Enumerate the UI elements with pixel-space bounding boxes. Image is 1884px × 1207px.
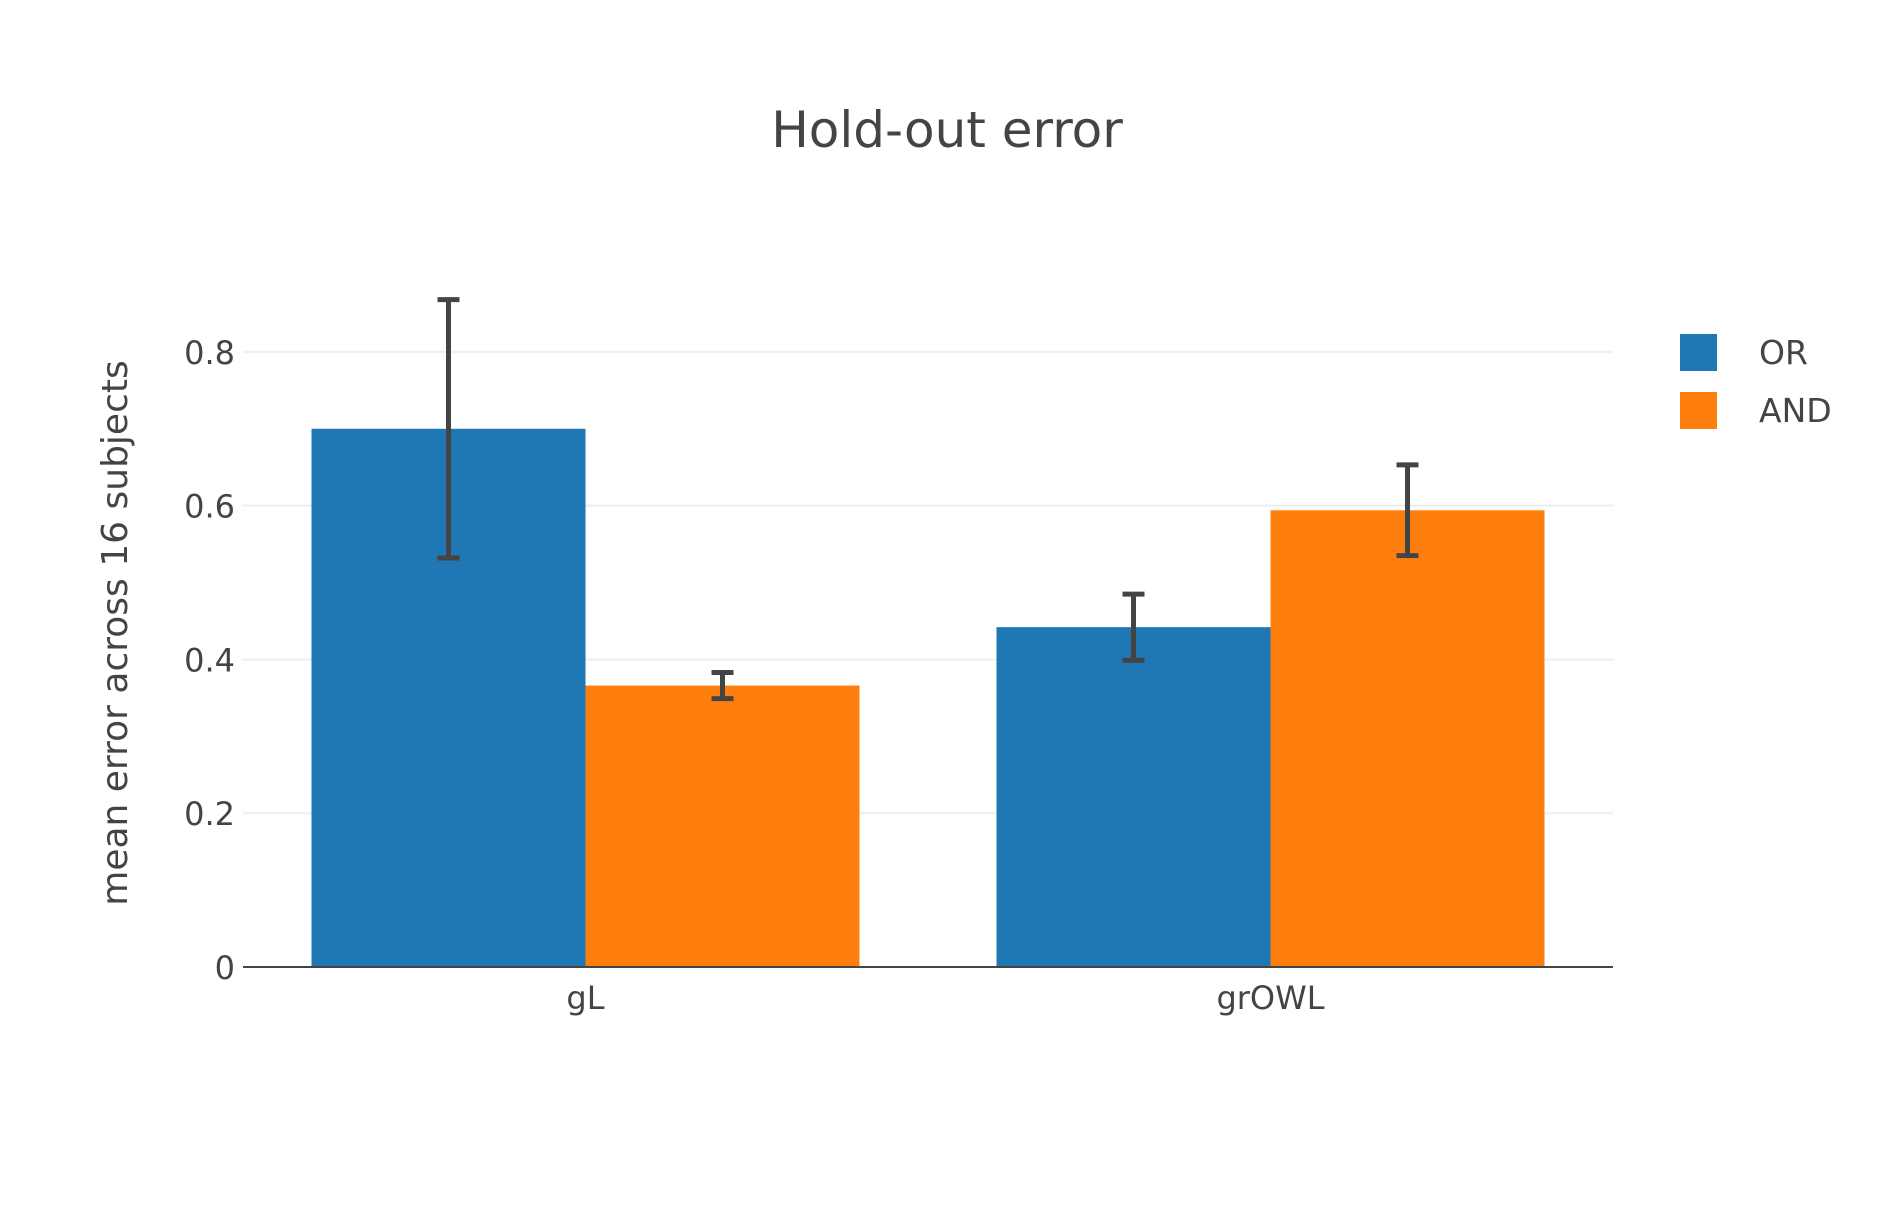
legend-label-or: OR bbox=[1759, 332, 1808, 372]
legend-item-or[interactable]: OR bbox=[1680, 323, 1832, 381]
chart-title: Hold-out error bbox=[771, 101, 1123, 159]
error-bar-and-growl bbox=[1396, 462, 1419, 559]
legend-swatch-or bbox=[1680, 333, 1717, 371]
x-tick-labels: gL grOWL bbox=[566, 979, 1324, 1017]
bar-and-gl[interactable] bbox=[585, 685, 860, 967]
bar-or-growl[interactable] bbox=[996, 627, 1271, 967]
y-tick-label: 0 bbox=[215, 949, 235, 987]
y-tick-label: 0.4 bbox=[184, 641, 235, 679]
error-bars bbox=[437, 297, 1419, 702]
error-bar-and-gl bbox=[711, 670, 734, 702]
y-axis-title: mean error across 16 subjects bbox=[95, 360, 136, 905]
legend-label-and: AND bbox=[1759, 390, 1832, 430]
legend-item-and[interactable]: AND bbox=[1680, 381, 1832, 439]
y-tick-labels: 0 0.2 0.4 0.6 0.8 bbox=[184, 334, 235, 987]
y-tick-label: 0.6 bbox=[184, 488, 235, 526]
bar-and-growl[interactable] bbox=[1270, 510, 1545, 967]
legend-swatch-and bbox=[1680, 391, 1717, 429]
x-tick-label: grOWL bbox=[1216, 979, 1324, 1017]
error-bar-or-gl bbox=[437, 297, 460, 561]
y-tick-label: 0.2 bbox=[184, 795, 235, 833]
error-bar-or-growl bbox=[1122, 591, 1145, 663]
y-tick-label: 0.8 bbox=[184, 334, 235, 372]
bars bbox=[311, 428, 1545, 967]
legend: OR AND bbox=[1680, 323, 1832, 439]
x-tick-label: gL bbox=[566, 979, 604, 1017]
